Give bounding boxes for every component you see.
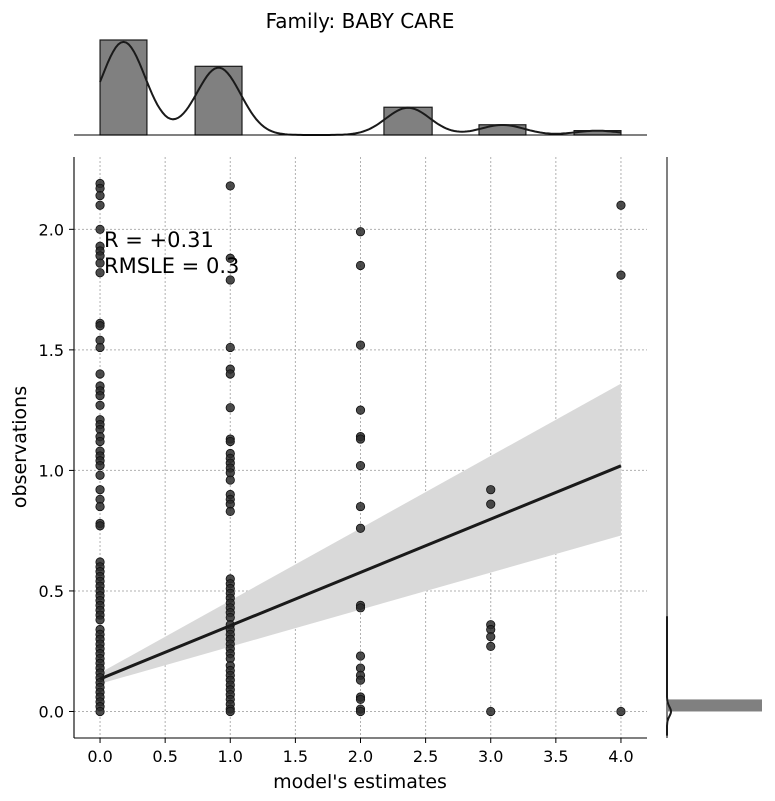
scatter-point	[616, 706, 626, 717]
scatter-point	[95, 460, 105, 471]
scatter-point	[225, 253, 235, 263]
x-marginal-bar	[478, 124, 527, 136]
scatter-point	[225, 369, 235, 379]
scatter-point	[95, 342, 105, 353]
scatter-point	[616, 270, 626, 280]
x-marginal-kde	[99, 40, 622, 136]
regression-line-path	[99, 464, 622, 681]
scatter-point	[355, 434, 366, 444]
scatter-point	[95, 321, 105, 331]
x-marginal-bar	[99, 39, 148, 136]
scatter-point	[486, 499, 496, 509]
scatter-point	[95, 224, 105, 234]
scatter-point	[355, 227, 366, 237]
x-tick-label: 2.0	[348, 747, 373, 766]
x-tick-label: 0.0	[87, 747, 112, 766]
rmsle-annotation: RMSLE = 0.3	[104, 254, 239, 278]
scatter-point	[486, 706, 496, 717]
scatter-point	[95, 521, 105, 531]
x-tick-label: 3.0	[478, 747, 503, 766]
scatter-point	[95, 485, 105, 495]
x-marginal-histogram	[74, 39, 647, 136]
scatter-point	[355, 501, 366, 512]
scatter-point	[355, 405, 366, 415]
r-annotation: R = +0.31	[104, 228, 214, 252]
scatter-point	[95, 190, 105, 201]
scatter-point	[355, 694, 366, 705]
scatter-point	[95, 400, 105, 410]
scatter-point	[95, 501, 105, 512]
x-tick-label: 1.0	[218, 747, 243, 766]
x-marginal-bar	[383, 106, 433, 136]
scatter-point	[355, 523, 366, 533]
scatter-point	[225, 342, 235, 353]
scatter-point	[95, 369, 105, 379]
scatter-point	[355, 675, 366, 685]
x-tick-label: 2.5	[413, 747, 438, 766]
y-tick-label: 1.0	[39, 461, 64, 480]
scatter-point	[486, 632, 496, 642]
scatter-point	[95, 470, 105, 480]
y-marginal-histogram	[666, 157, 762, 738]
scatter-point	[95, 615, 105, 625]
scatter-point	[95, 436, 105, 447]
scatter-point	[355, 706, 366, 717]
y-tick-label: 1.5	[39, 341, 64, 360]
y-marginal-bar	[667, 699, 762, 712]
y-marginal-kde	[666, 616, 673, 736]
axis-ticks: 0.0 0.5 1.0 1.5 2.0 2.5 3.0 3.5 4.0 0.0 0.5 1.0 1.5 2…	[39, 220, 634, 766]
scatter-point	[95, 268, 105, 278]
y-tick-label: 0.0	[39, 702, 64, 721]
scatter-point	[355, 340, 366, 350]
scatter-point	[225, 436, 235, 447]
scatter-point	[355, 260, 366, 271]
scatter-point	[95, 258, 105, 268]
y-tick-label: 0.5	[39, 582, 64, 601]
scatter-point	[225, 706, 235, 717]
y-tick-label: 2.0	[39, 220, 64, 239]
scatter-point	[225, 181, 235, 191]
scatter-points	[95, 178, 626, 717]
scatter-point	[95, 391, 105, 401]
x-axis-label: model's estimates	[273, 771, 447, 793]
scatter-point	[95, 200, 105, 210]
scatter-point	[225, 275, 235, 285]
y-axis-label: observations	[9, 386, 31, 508]
scatter-point	[486, 641, 496, 651]
x-tick-label: 4.0	[608, 747, 633, 766]
scatter-point	[486, 485, 496, 495]
scatter-point	[225, 475, 235, 485]
scatter-point	[225, 403, 235, 413]
scatter-point	[95, 706, 105, 717]
chart-title: Family: BABY CARE	[266, 9, 455, 33]
x-tick-label: 3.5	[543, 747, 568, 766]
x-tick-label: 0.5	[152, 747, 177, 766]
scatter-point	[355, 651, 366, 661]
x-tick-label: 1.5	[283, 747, 308, 766]
x-marginal-bar	[194, 65, 243, 136]
scatter-point	[616, 200, 626, 210]
regression-line	[99, 464, 622, 681]
scatter-point	[355, 460, 366, 471]
scatter-point	[225, 506, 235, 516]
scatter-point	[355, 603, 366, 613]
scatter-plot-area: 0.0 0.5 1.0 1.5 2.0 2.5 3.0 3.5 4.0 0.0 0.5 1.0 1.5 2…	[39, 157, 647, 766]
